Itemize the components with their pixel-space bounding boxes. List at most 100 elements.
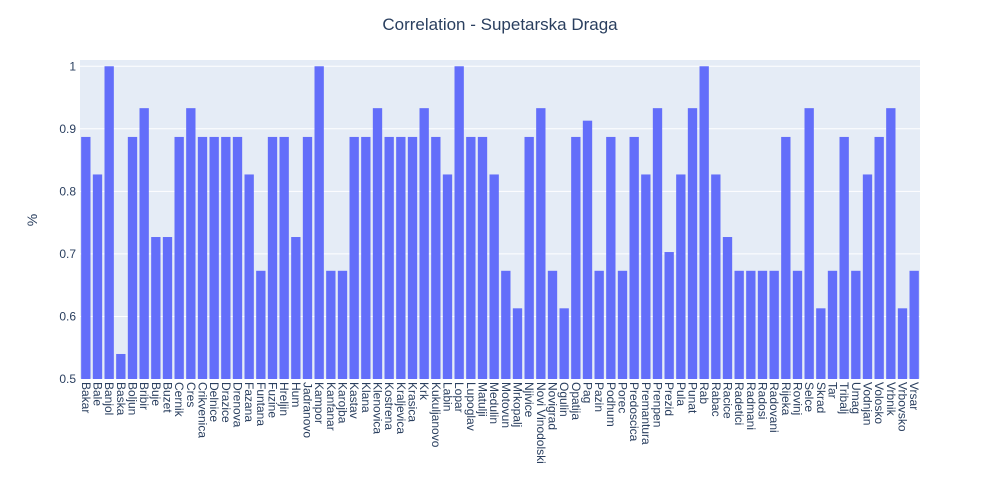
y-tick-label: 0.7 — [59, 247, 76, 261]
x-tick-label: Kostrena — [382, 382, 396, 430]
x-tick-label: Hreljin — [277, 382, 291, 416]
x-tick-label: Funtana — [254, 382, 268, 426]
bar — [104, 66, 114, 379]
x-tick-label: Pag — [581, 382, 595, 403]
x-tick-label: Kraljevica — [394, 382, 408, 434]
x-tick-label: Motovun — [499, 382, 513, 428]
x-tick-label: Drenova — [231, 382, 245, 428]
bar — [349, 136, 359, 379]
bar — [734, 270, 744, 379]
y-tick-label: 0.9 — [59, 122, 76, 136]
x-tick-label: Drazice — [219, 382, 233, 423]
x-tick-label: Buzet — [161, 382, 175, 413]
x-tick-label: Pula — [674, 382, 688, 406]
y-tick-label: 0.6 — [59, 309, 76, 323]
chart-title: Correlation - Supetarska Draga — [382, 15, 618, 34]
x-tick-label: Selce — [802, 382, 816, 412]
bar — [501, 270, 511, 379]
bar — [291, 237, 301, 379]
x-tick-label: Rijeka — [779, 382, 793, 416]
x-tick-label: Crikvenica — [196, 382, 210, 438]
x-tick-label: Jadranovo — [301, 382, 315, 438]
bar — [267, 136, 278, 379]
bar — [139, 108, 149, 379]
bar — [781, 136, 791, 379]
bar — [232, 136, 243, 379]
bar — [746, 270, 756, 379]
x-tick-label: Radmani — [744, 382, 758, 430]
bar — [512, 308, 523, 379]
bar — [629, 136, 639, 379]
x-tick-label: Boljun — [126, 382, 140, 415]
bar — [909, 270, 919, 379]
bar — [151, 237, 161, 379]
bar — [81, 136, 91, 379]
bar — [127, 136, 138, 379]
bar — [582, 120, 593, 379]
bar — [92, 174, 103, 379]
bar — [606, 136, 616, 379]
bar — [477, 136, 488, 379]
bar — [244, 174, 254, 379]
y-tick-label: 0.5 — [59, 372, 76, 386]
x-tick-label: Predoscica — [627, 382, 641, 442]
x-tick-label: Premantura — [639, 382, 653, 445]
bar — [337, 270, 348, 379]
bar — [547, 270, 558, 379]
x-tick-label: Fazana — [242, 382, 256, 422]
x-tick-label: Vrbovsko — [896, 382, 910, 432]
bar — [256, 270, 266, 379]
bar — [722, 237, 733, 379]
plot-area — [80, 60, 920, 379]
bar — [442, 174, 453, 379]
bar — [571, 136, 581, 379]
x-tick-label: Lupoglav — [464, 382, 478, 431]
bar — [326, 270, 336, 379]
x-tick-label: Klenovica — [371, 382, 385, 434]
x-tick-label: Medulin — [487, 382, 501, 424]
bar — [886, 108, 896, 379]
x-tick-label: Rovinj — [791, 382, 805, 415]
bar — [384, 136, 394, 379]
bar — [641, 174, 651, 379]
x-tick-label: Hum — [289, 382, 303, 407]
x-tick-label: Rabac — [709, 382, 723, 417]
x-tick-label: Lopar — [452, 382, 466, 413]
bar — [361, 136, 371, 379]
bar — [687, 108, 698, 379]
bar — [897, 308, 908, 379]
bar — [862, 174, 873, 379]
x-tick-label: Fuzine — [266, 382, 280, 418]
bar — [827, 270, 838, 379]
bar — [769, 270, 779, 379]
x-tick-label: Prezid — [662, 382, 676, 416]
x-tick-label: Porec — [616, 382, 630, 413]
x-tick-label: Skrad — [814, 382, 828, 413]
x-tick-label: Njivice — [522, 382, 536, 418]
x-tick-label: Buje — [149, 382, 163, 406]
y-tick-label: 0.8 — [59, 184, 76, 198]
bar — [372, 108, 383, 379]
x-tick-label: Labin — [441, 382, 455, 411]
x-tick-label: Cres — [184, 382, 198, 407]
bar — [559, 308, 569, 379]
x-tick-label: Vrbnik — [884, 382, 898, 417]
x-tick-label: Banjol — [102, 382, 116, 415]
x-tick-label: Ogulin — [557, 382, 571, 417]
bar — [536, 108, 546, 379]
bar — [792, 270, 803, 379]
bar — [209, 136, 219, 379]
x-tick-label: Radosi — [756, 382, 770, 419]
bar — [711, 174, 721, 379]
x-tick-label: Cernik — [172, 382, 186, 418]
bar — [524, 136, 534, 379]
x-tick-label: Vodnjan — [861, 382, 875, 425]
x-tick-label: Bribir — [137, 382, 151, 410]
x-tick-label: Krasica — [406, 382, 420, 422]
x-tick-label: Vrsar — [907, 382, 921, 410]
bar — [466, 136, 476, 379]
x-tick-label: Racice — [721, 382, 735, 419]
x-tick-label: Kastav — [347, 382, 361, 419]
x-tick-label: Tribalj — [837, 382, 851, 414]
